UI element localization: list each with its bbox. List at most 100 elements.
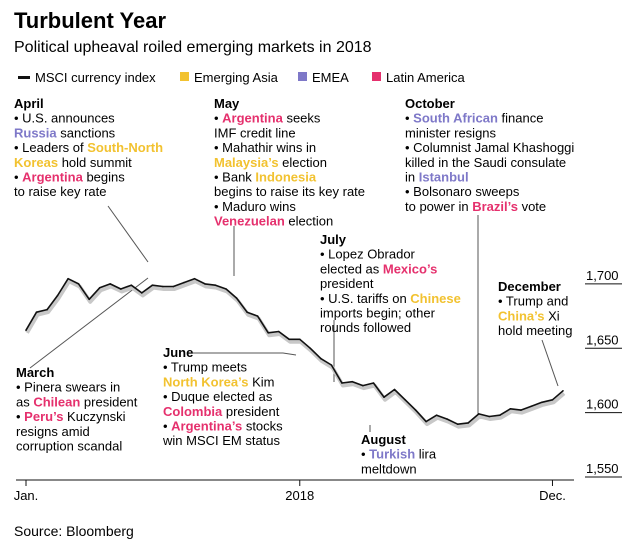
legend-label: Emerging Asia: [194, 70, 279, 85]
series-point: [88, 298, 90, 301]
annotation-text: president: [222, 404, 279, 419]
series-point: [25, 329, 27, 332]
annotation-highlight-asia: North Korea’s: [163, 374, 248, 389]
annotation-body-may: • Argentina seeks IMF credit line • Mahath…: [214, 111, 365, 229]
annotation-text: •: [16, 409, 24, 424]
annotation-heading-december: December: [498, 279, 561, 294]
series-point: [404, 399, 406, 401]
annotation-text: • Pinera swears in: [16, 380, 120, 395]
series-point: [214, 284, 217, 287]
series-line-msci-currency-index: [25, 277, 564, 426]
annotation-text: killed in the Saudi consulate: [405, 155, 566, 170]
annotation-highlight-latam: Mexico’s: [383, 261, 437, 276]
annotation-highlight-asia: Koreas: [14, 155, 58, 170]
annotation-text: •: [361, 447, 369, 462]
annotation-text: Xi: [544, 308, 559, 323]
series-point: [467, 422, 470, 424]
annotation-text: • Bolsonaro sweeps: [405, 184, 520, 199]
series-point: [130, 284, 133, 287]
legend-swatch: [372, 72, 381, 81]
series-point: [120, 288, 122, 290]
y-tick-label: 1,600: [586, 397, 619, 412]
annotation-text: begins: [83, 170, 125, 185]
series-point: [509, 408, 512, 410]
annotation-text: finance: [498, 111, 544, 126]
series-point: [362, 384, 364, 387]
annotation-text: Kuczynski: [63, 409, 125, 424]
annotation-text: • Leaders of: [14, 140, 87, 155]
annotation-highlight-emea: Istanbul: [419, 170, 469, 185]
annotation-text: begins to raise its key rate: [214, 184, 365, 199]
series-point: [341, 382, 343, 384]
legend-label: EMEA: [312, 70, 349, 85]
annotation-highlight-emea: South African: [413, 111, 498, 126]
series-point: [162, 285, 164, 288]
series-point: [288, 338, 291, 341]
annotation-text: •: [405, 111, 413, 126]
series-point: [372, 382, 375, 384]
series-line-shadow: [25, 279, 566, 429]
legend-swatch: [180, 72, 189, 81]
x-tick-label: Dec.: [539, 488, 566, 503]
legend: MSCI currency index Emerging Asia EMEA Lati…: [18, 70, 466, 85]
annotation-text: to power in: [405, 199, 472, 214]
annotation-text: election: [285, 214, 333, 229]
annotation-heading-august: August: [361, 432, 406, 447]
y-tick-label: 1,650: [586, 332, 619, 347]
annotation-text: president: [80, 394, 137, 409]
annotation-text: minister resigns: [405, 125, 497, 140]
legend-label: MSCI currency index: [35, 70, 156, 85]
annotation-heading-april: April: [14, 96, 44, 111]
annotation-text: • Bank: [214, 170, 255, 185]
annotation-heading-june: June: [163, 345, 193, 360]
annotation-text: corruption scandal: [16, 439, 122, 454]
series-point: [488, 415, 491, 418]
series-point: [35, 311, 38, 314]
annotation-highlight-asia: Malaysia’s: [214, 155, 279, 170]
series-point: [141, 292, 143, 294]
annotation-leader-june: [193, 352, 297, 356]
series-point: [393, 388, 396, 391]
series-point: [456, 423, 459, 426]
annotation-text: •: [163, 419, 171, 434]
series-point: [67, 277, 69, 280]
series-point: [277, 330, 280, 333]
annotation-highlight-asia: Indonesia: [255, 170, 316, 185]
annotation-text: resigns amid: [16, 424, 90, 439]
annotation-body-october: • South African finance minister resigns •…: [405, 111, 574, 214]
annotation-text: vote: [518, 199, 546, 214]
annotation-leaders: [29, 205, 559, 432]
annotation-body-june: • Trump meets North Korea’s Kim • Duque el…: [162, 360, 283, 449]
annotation-text: as: [16, 394, 33, 409]
legend-swatch: [298, 72, 307, 81]
annotation-highlight-emea: Russia: [14, 125, 57, 140]
legend-label: Latin America: [386, 70, 466, 85]
series-point: [541, 401, 543, 404]
annotation-text: sanctions: [57, 125, 116, 140]
annotation-text: meltdown: [361, 461, 417, 476]
series-point: [520, 409, 522, 411]
annotation-text: • Lopez Obrador: [320, 247, 416, 262]
annotation-text: •: [214, 111, 222, 126]
annotation-highlight-emea: Turkish: [369, 447, 415, 462]
annotation-highlight-latam: Chilean: [33, 394, 80, 409]
series-point: [330, 364, 333, 366]
x-tick-label: 2018: [285, 488, 314, 503]
series-point: [77, 283, 80, 285]
annotation-text: • Maduro wins: [214, 199, 296, 214]
series-point: [98, 287, 101, 289]
annotation-text: rounds followed: [320, 320, 411, 335]
series-point: [235, 297, 238, 299]
annotation-body-april: • U.S. announces Russia sanctions • Leader…: [14, 111, 163, 200]
series-point: [46, 308, 48, 311]
annotation-heading-october: October: [405, 96, 455, 111]
series-point: [225, 288, 227, 290]
x-tick-label: Jan.: [14, 488, 39, 503]
series-point: [351, 380, 354, 383]
series-point: [267, 332, 270, 334]
annotation-text: • U.S. announces: [14, 111, 115, 126]
annotation-leader-april: [107, 205, 149, 263]
annotation-text: lira: [415, 447, 437, 462]
annotation-text: Kim: [248, 374, 274, 389]
